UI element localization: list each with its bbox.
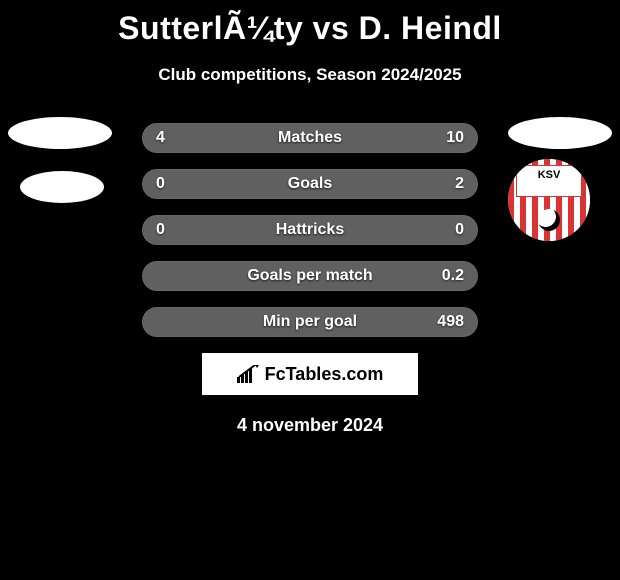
stat-right-value: 0 [434,221,464,239]
subtitle: Club competitions, Season 2024/2025 [0,65,620,85]
stat-row: 4 Matches 10 [142,123,478,153]
chart-growth-icon [237,365,259,383]
left-team-graphic [8,117,112,203]
placeholder-oval [20,171,104,203]
stat-label: Hattricks [142,221,478,239]
stat-label: Matches [142,129,478,147]
stat-row: 0 Hattricks 0 [142,215,478,245]
placeholder-oval [8,117,112,149]
right-team-graphic: KSV [508,117,612,241]
credit-box: FcTables.com [202,353,418,395]
stat-right-value: 498 [434,313,464,331]
stat-label: Goals per match [142,267,478,285]
stats-area: KSV 4 Matches 10 0 Goals 2 0 Hattricks 0… [0,123,620,436]
stat-right-value: 10 [434,129,464,147]
stat-row: Min per goal 498 [142,307,478,337]
stat-label: Min per goal [142,313,478,331]
stat-label: Goals [142,175,478,193]
page-title: SutterlÃ¼ty vs D. Heindl [0,0,620,47]
date-text: 4 november 2024 [0,415,620,436]
stat-row: 0 Goals 2 [142,169,478,199]
soccer-ball-icon [538,209,560,231]
team-logo-badge: KSV [508,159,590,241]
stat-row: Goals per match 0.2 [142,261,478,291]
team-logo-text: KSV [508,169,590,181]
placeholder-oval [508,117,612,149]
credit-text: FcTables.com [265,364,384,385]
stat-right-value: 2 [434,175,464,193]
stat-right-value: 0.2 [434,267,464,285]
stat-bars: 4 Matches 10 0 Goals 2 0 Hattricks 0 Goa… [142,123,478,337]
